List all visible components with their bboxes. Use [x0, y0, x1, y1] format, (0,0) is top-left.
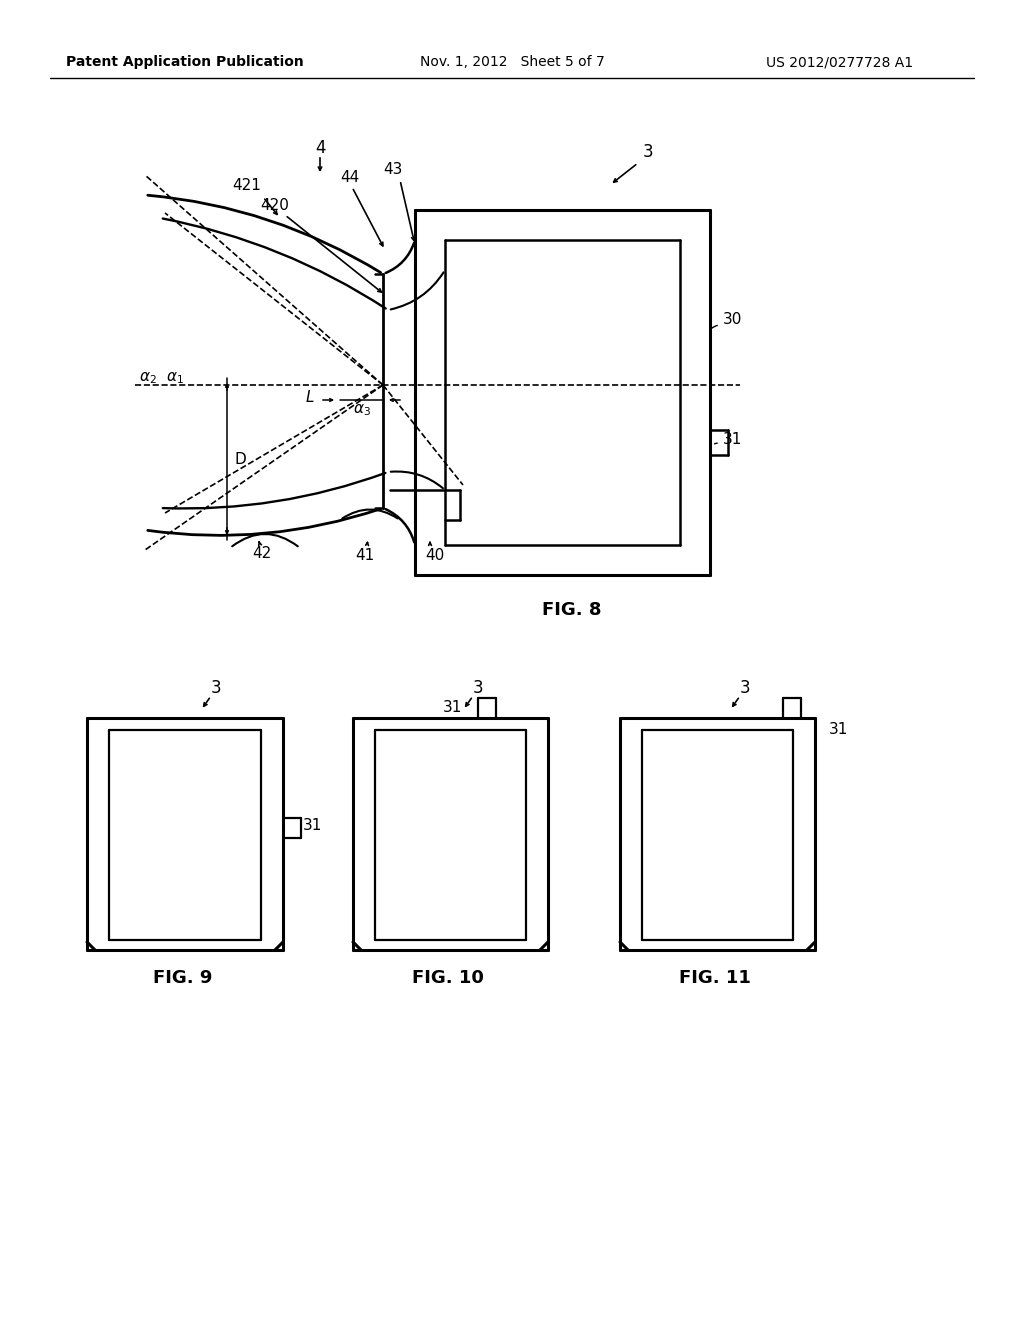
Text: 3: 3: [643, 143, 653, 161]
Text: Patent Application Publication: Patent Application Publication: [67, 55, 304, 69]
Text: 420: 420: [260, 198, 290, 213]
Text: FIG. 10: FIG. 10: [412, 969, 484, 987]
Text: 31: 31: [828, 722, 848, 738]
Text: $\alpha_1$: $\alpha_1$: [166, 370, 184, 385]
Text: 3: 3: [211, 678, 221, 697]
Text: US 2012/0277728 A1: US 2012/0277728 A1: [766, 55, 913, 69]
Text: 421: 421: [232, 177, 261, 193]
Text: 3: 3: [473, 678, 483, 697]
Text: $\alpha_2$: $\alpha_2$: [139, 370, 157, 385]
Text: Nov. 1, 2012   Sheet 5 of 7: Nov. 1, 2012 Sheet 5 of 7: [420, 55, 604, 69]
Text: 40: 40: [425, 548, 444, 562]
Text: 4: 4: [314, 139, 326, 157]
Text: 31: 31: [443, 700, 463, 714]
Text: L: L: [306, 391, 314, 405]
Text: FIG. 11: FIG. 11: [679, 969, 751, 987]
Text: 42: 42: [252, 545, 271, 561]
Text: 44: 44: [340, 170, 359, 186]
Text: FIG. 8: FIG. 8: [543, 601, 602, 619]
Text: 43: 43: [383, 162, 402, 177]
Text: 41: 41: [355, 548, 375, 562]
Text: 31: 31: [723, 433, 742, 447]
Text: 31: 31: [303, 817, 323, 833]
Text: 30: 30: [723, 313, 742, 327]
Text: $\alpha_3$: $\alpha_3$: [353, 403, 371, 418]
Text: D: D: [234, 453, 246, 467]
Text: FIG. 9: FIG. 9: [154, 969, 213, 987]
Text: 3: 3: [739, 678, 751, 697]
